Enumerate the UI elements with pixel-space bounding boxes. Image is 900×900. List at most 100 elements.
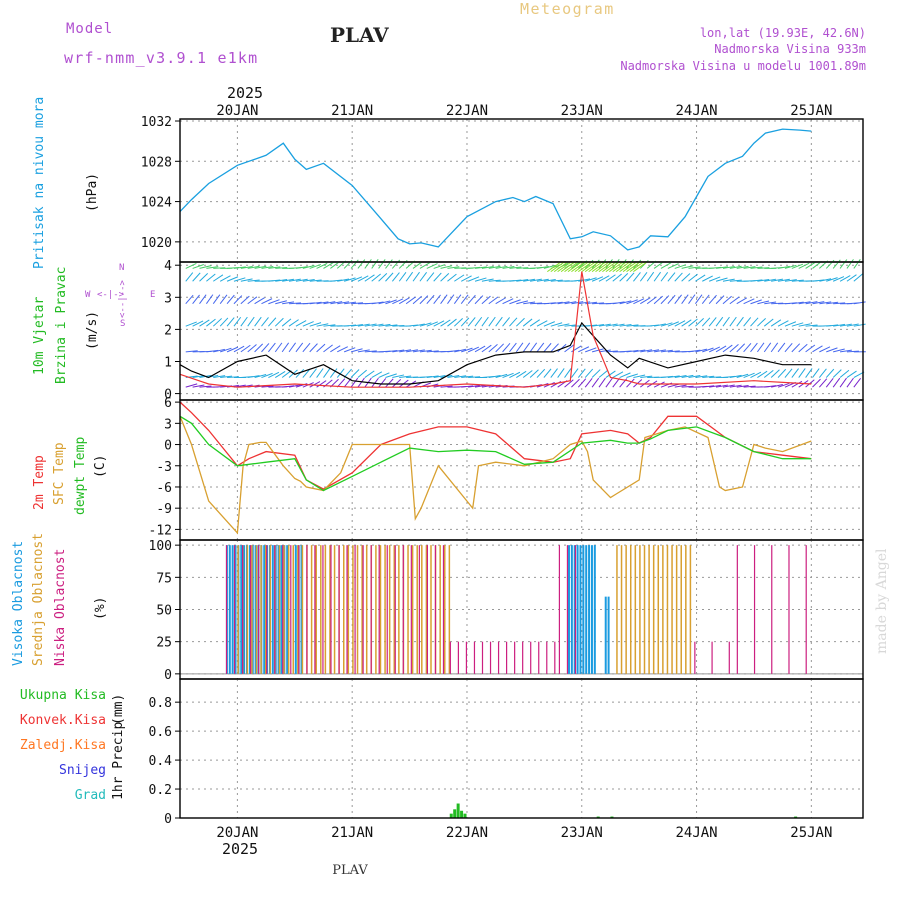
mid-cloud-bar xyxy=(629,545,632,674)
wind-barb xyxy=(275,279,288,282)
wind-barb xyxy=(564,379,574,388)
wind-barb xyxy=(584,368,594,378)
wind-barb xyxy=(495,373,508,379)
temperature-ytick-label: 3 xyxy=(164,417,172,432)
wind-barb xyxy=(467,294,476,305)
wind-barb xyxy=(708,276,721,282)
cloud-ytick-label: 100 xyxy=(149,539,172,554)
wind-barb xyxy=(702,275,713,282)
wind-barb xyxy=(233,316,242,327)
mid-cloud-bar xyxy=(260,545,262,674)
wind-barb xyxy=(281,370,292,378)
wind-barb xyxy=(791,380,803,388)
wind-barb xyxy=(674,294,682,305)
wind-barb xyxy=(626,272,635,282)
station-title: PLAV xyxy=(330,23,389,47)
wind-barb xyxy=(440,294,448,305)
wind-barb xyxy=(633,374,646,379)
wind-barb xyxy=(771,384,783,388)
wind-barb xyxy=(378,273,388,282)
temperature-ytick-label: 6 xyxy=(164,396,172,411)
wind-barb xyxy=(612,301,625,305)
wind-barb xyxy=(488,374,501,379)
high-cloud-bar xyxy=(567,545,570,674)
low-cloud-bar xyxy=(354,545,356,674)
wind-barb xyxy=(695,274,706,282)
wind-barb xyxy=(853,377,862,388)
wind-barb xyxy=(426,272,435,282)
wind-barb xyxy=(481,316,489,327)
wind-barb xyxy=(206,273,216,282)
wind-barb xyxy=(653,295,663,305)
wind-barb xyxy=(323,344,333,353)
wind-barb xyxy=(688,374,701,379)
pressure-ytick-label: 1032 xyxy=(141,115,172,130)
pressure-ytick-label: 1024 xyxy=(141,196,172,211)
wind-barb xyxy=(522,318,533,327)
wind-barb xyxy=(688,318,698,327)
mid-cloud-bar xyxy=(287,545,290,674)
wind-barb xyxy=(447,374,460,379)
wind-barb xyxy=(833,302,846,305)
wind-barb xyxy=(233,266,246,269)
low-cloud-bar xyxy=(522,641,524,674)
high-cloud-bar xyxy=(590,545,593,674)
low-cloud-bar xyxy=(426,545,428,674)
wind-barb xyxy=(447,349,460,353)
wind-barb xyxy=(481,295,491,305)
bottom-date-label: 25JAN xyxy=(790,825,832,841)
wind-barb xyxy=(205,294,214,305)
precip-bar xyxy=(449,813,453,818)
legend-freezing-rain: Zaledj.Kisa xyxy=(20,738,106,753)
wind-barb xyxy=(819,378,828,388)
wind-barb xyxy=(199,319,210,327)
wind-barb xyxy=(385,378,394,388)
low-cloud-bar xyxy=(266,545,268,674)
wind-barb xyxy=(329,368,338,378)
high-cloud-bar xyxy=(294,545,297,674)
wind-barb xyxy=(612,371,624,378)
wind-barb xyxy=(426,375,439,379)
wind-barb xyxy=(385,259,393,269)
wind-barb xyxy=(640,349,653,353)
wind-barb xyxy=(578,346,590,353)
wind-barb xyxy=(543,264,556,269)
mid-cloud-bar xyxy=(324,545,327,674)
wind-barb xyxy=(688,273,698,282)
wind-barb xyxy=(605,323,618,327)
wind-barb xyxy=(826,347,838,353)
wind-barb xyxy=(474,316,483,327)
wind-barb xyxy=(282,301,295,305)
low-cloud-bar xyxy=(290,545,292,674)
wind-barb xyxy=(453,294,462,305)
wind-barb xyxy=(316,343,326,353)
mid-cloud-bar xyxy=(310,545,313,674)
high-cloud-bar xyxy=(588,545,591,674)
wind-barb xyxy=(660,262,672,269)
model-label: Model xyxy=(66,21,113,37)
wind-barb xyxy=(784,279,797,282)
wind-barb xyxy=(709,384,722,388)
wind-barb xyxy=(454,274,465,282)
precip-ytick-label: 0.2 xyxy=(149,783,172,798)
temp-ylabel-3: dewpt Temp xyxy=(73,437,88,515)
wind-barb xyxy=(357,349,370,353)
wind-barb xyxy=(371,323,384,327)
wind-barb xyxy=(564,344,575,353)
wind-barb xyxy=(729,343,739,353)
low-cloud-bar xyxy=(378,545,380,674)
wind-barb xyxy=(833,323,846,327)
wind-barb xyxy=(288,342,296,353)
wind-barb xyxy=(812,368,820,378)
wind-barb xyxy=(509,266,522,269)
wind-barb xyxy=(192,384,205,388)
wind-barb xyxy=(302,342,311,353)
wind-barb xyxy=(275,300,287,305)
wind-barb xyxy=(516,370,527,378)
wind-barb xyxy=(467,317,476,327)
high-cloud-bar xyxy=(231,545,234,674)
mid-cloud-bar xyxy=(375,545,377,674)
mid-cloud-bar xyxy=(657,545,660,674)
wind-barb xyxy=(763,370,774,378)
low-cloud-bar xyxy=(558,545,561,674)
